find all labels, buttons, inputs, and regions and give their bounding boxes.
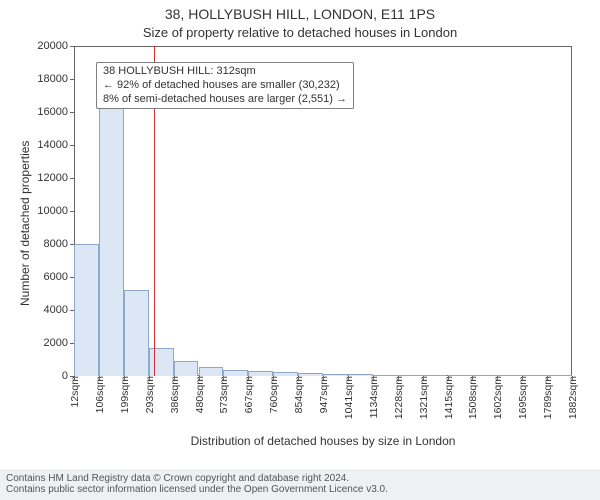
annotation-line: ← 92% of detached houses are smaller (30… <box>103 79 347 93</box>
y-tick-mark <box>70 310 74 311</box>
x-tick-label: 1415sqm <box>441 376 455 419</box>
histogram-bar <box>99 102 124 376</box>
x-tick-mark <box>348 376 349 380</box>
x-tick-mark <box>373 376 374 380</box>
x-tick-mark <box>248 376 249 380</box>
x-tick-mark <box>124 376 125 380</box>
x-tick-mark <box>323 376 324 380</box>
annotation-line: 8% of semi-detached houses are larger (2… <box>103 93 347 107</box>
x-tick-mark <box>522 376 523 380</box>
y-tick-mark <box>70 79 74 80</box>
x-tick-mark <box>298 376 299 380</box>
histogram-bar <box>149 348 174 376</box>
y-tick-label: 14000 <box>37 139 74 151</box>
x-tick-mark <box>174 376 175 380</box>
x-tick-label: 573sqm <box>216 376 230 413</box>
axis-top <box>74 46 572 47</box>
chart-container: 38, HOLLYBUSH HILL, LONDON, E11 1PS Size… <box>0 0 600 500</box>
x-tick-label: 199sqm <box>117 376 131 413</box>
y-tick-label: 20000 <box>37 40 74 52</box>
histogram-bar <box>174 361 199 376</box>
y-tick-mark <box>70 145 74 146</box>
y-tick-mark <box>70 343 74 344</box>
x-tick-label: 760sqm <box>266 376 280 413</box>
x-tick-mark <box>74 376 75 380</box>
y-tick-label: 12000 <box>37 172 74 184</box>
x-tick-mark <box>223 376 224 380</box>
x-tick-mark <box>199 376 200 380</box>
x-tick-label: 386sqm <box>167 376 181 413</box>
histogram-bar <box>124 290 149 376</box>
footer-line: Contains public sector information licen… <box>6 484 594 495</box>
x-tick-label: 1321sqm <box>416 376 430 419</box>
axis-right <box>571 46 572 376</box>
x-tick-label: 480sqm <box>192 376 206 413</box>
x-tick-mark <box>448 376 449 380</box>
x-tick-mark <box>547 376 548 380</box>
x-tick-label: 1882sqm <box>565 376 579 419</box>
y-tick-mark <box>70 112 74 113</box>
x-tick-label: 1695sqm <box>515 376 529 419</box>
chart-subtitle: Size of property relative to detached ho… <box>0 23 600 41</box>
x-tick-label: 1134sqm <box>366 376 380 418</box>
x-tick-mark <box>273 376 274 380</box>
histogram-bar <box>74 244 99 376</box>
x-axis-label: Distribution of detached houses by size … <box>74 434 572 448</box>
x-tick-label: 667sqm <box>241 376 255 413</box>
x-tick-mark <box>423 376 424 380</box>
footer-line: Contains HM Land Registry data © Crown c… <box>6 473 594 484</box>
x-tick-mark <box>99 376 100 380</box>
histogram-bar <box>199 367 224 376</box>
y-tick-mark <box>70 277 74 278</box>
x-tick-mark <box>398 376 399 380</box>
y-tick-label: 10000 <box>37 205 74 217</box>
y-axis-label: Number of detached properties <box>18 141 32 306</box>
y-tick-label: 18000 <box>37 73 74 85</box>
annotation-line: 38 HOLLYBUSH HILL: 312sqm <box>103 65 347 79</box>
x-tick-mark <box>472 376 473 380</box>
x-tick-mark <box>497 376 498 380</box>
x-tick-label: 12sqm <box>67 376 81 408</box>
x-tick-mark <box>149 376 150 380</box>
y-tick-label: 16000 <box>37 106 74 118</box>
x-tick-label: 854sqm <box>291 376 305 413</box>
x-tick-label: 1508sqm <box>465 376 479 419</box>
x-tick-label: 1602sqm <box>490 376 504 419</box>
x-tick-label: 1041sqm <box>341 376 355 419</box>
x-tick-label: 1789sqm <box>540 376 554 419</box>
y-tick-mark <box>70 211 74 212</box>
footer: Contains HM Land Registry data © Crown c… <box>0 469 600 500</box>
x-tick-label: 293sqm <box>142 376 156 413</box>
x-tick-label: 106sqm <box>92 376 106 413</box>
y-tick-mark <box>70 178 74 179</box>
x-tick-mark <box>572 376 573 380</box>
y-tick-mark <box>70 46 74 47</box>
x-tick-label: 947sqm <box>316 376 330 413</box>
annotation-box: 38 HOLLYBUSH HILL: 312sqm ← 92% of detac… <box>96 62 354 109</box>
y-tick-mark <box>70 244 74 245</box>
chart-title: 38, HOLLYBUSH HILL, LONDON, E11 1PS <box>0 0 600 23</box>
x-tick-label: 1228sqm <box>391 376 405 419</box>
